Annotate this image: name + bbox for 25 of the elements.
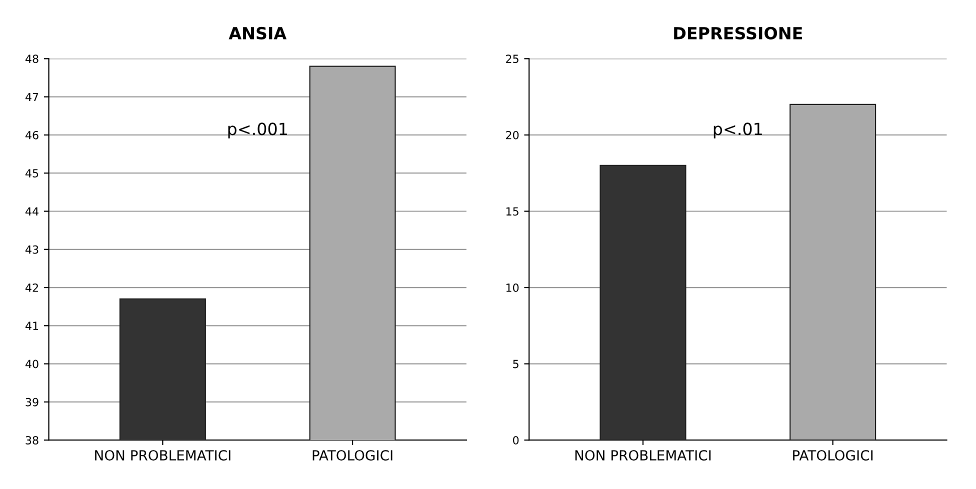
y-tick-label: 5 <box>513 360 518 368</box>
y-tick-label: 48 <box>25 54 38 64</box>
y-tick-label: 20 <box>506 130 519 140</box>
y-tick-label: 25 <box>506 54 518 64</box>
y-tick-label: 44 <box>25 207 38 216</box>
x-tick-label: PATOLOGICI <box>793 450 873 461</box>
y-tick-label: 42 <box>25 284 38 292</box>
y-tick-label: 41 <box>25 322 38 330</box>
y-tick-label: 0 <box>513 436 519 444</box>
y-tick-label: 43 <box>25 245 38 254</box>
y-tick-label: 15 <box>506 207 518 216</box>
y-tick-label: 40 <box>25 360 38 368</box>
x-tick-label: PATOLOGICI <box>312 450 392 461</box>
x-tick-label: NON PROBLEMATICI <box>95 450 230 461</box>
y-tick-label: 46 <box>25 130 38 140</box>
y-tick-label: 39 <box>26 398 38 406</box>
y-tick-label: 47 <box>25 92 38 102</box>
annotation: p<.001 <box>228 122 287 138</box>
y-tick-label: 45 <box>25 169 38 178</box>
chart-title: ANSIA <box>228 26 287 40</box>
y-tick-label: 10 <box>506 284 519 292</box>
y-tick-label: 38 <box>26 436 38 444</box>
x-tick-label: NON PROBLEMATICI <box>575 450 711 461</box>
annotation: p<.01 <box>714 122 762 138</box>
chart-title: DEPRESSIONE <box>674 26 802 40</box>
